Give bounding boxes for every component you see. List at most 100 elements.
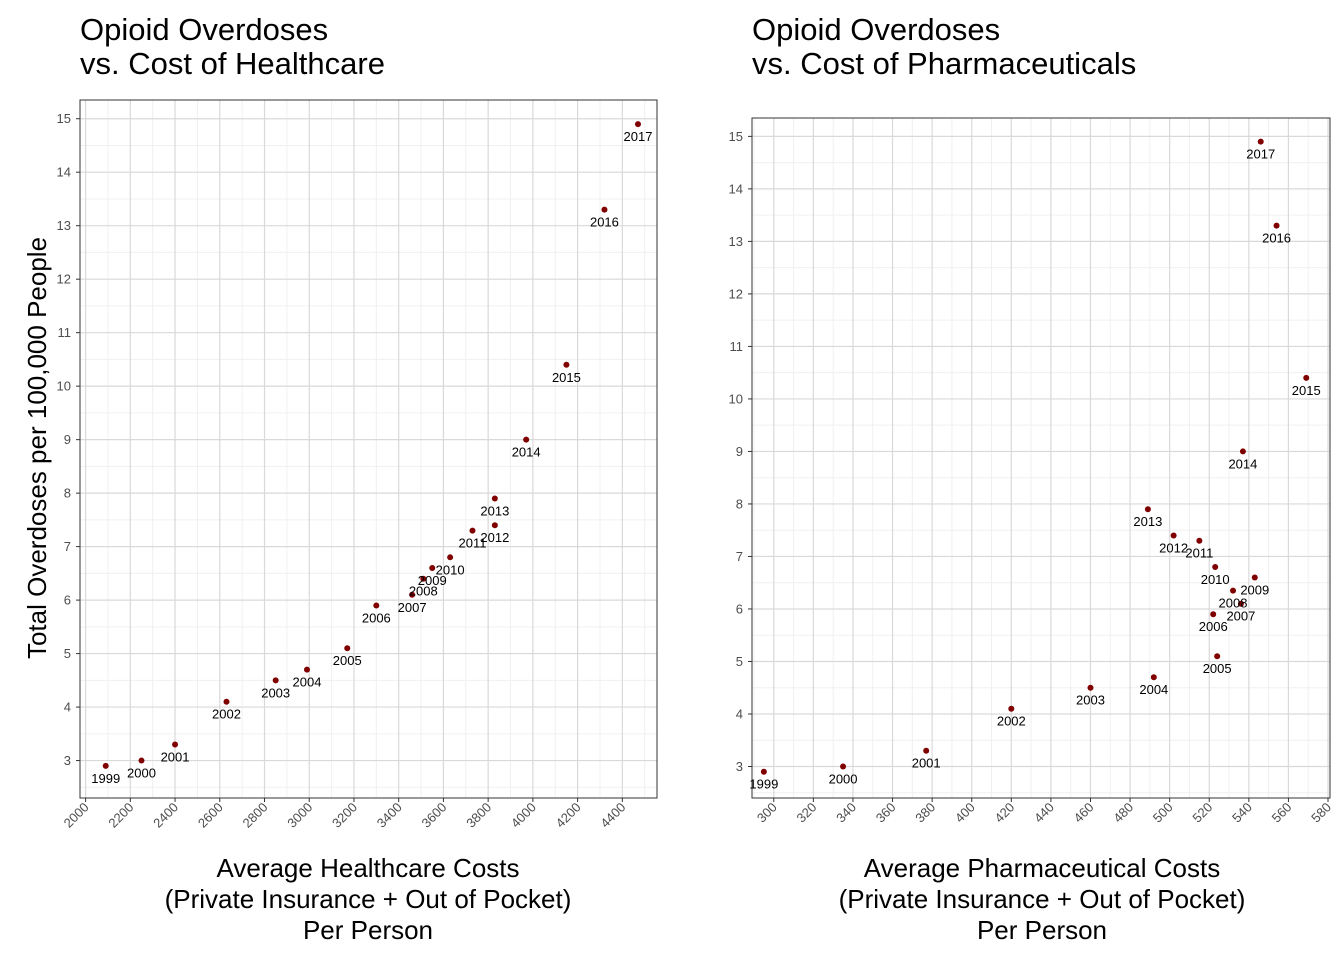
data-point-2007 xyxy=(409,591,416,598)
data-label-2015: 2015 xyxy=(552,370,581,385)
data-point-2008 xyxy=(420,575,427,582)
data-label-2007: 2007 xyxy=(1226,609,1255,624)
data-label-2005: 2005 xyxy=(1203,661,1232,676)
chart-title: Opioid Overdoses xyxy=(752,12,1000,47)
y-tick-label: 9 xyxy=(64,432,71,447)
x-tick-label: 320 xyxy=(794,800,820,826)
chart-title: Opioid Overdoses xyxy=(80,12,328,47)
y-tick-label: 13 xyxy=(729,234,743,249)
data-point-2007 xyxy=(1237,600,1244,607)
x-tick-label: 2800 xyxy=(240,800,271,831)
chart-title: vs. Cost of Pharmaceuticals xyxy=(752,46,1136,81)
x-tick-label: 360 xyxy=(873,800,899,826)
y-tick-label: 12 xyxy=(729,286,743,301)
y-tick-label: 8 xyxy=(736,496,743,511)
data-label-2007: 2007 xyxy=(398,600,427,615)
data-label-2017: 2017 xyxy=(1246,147,1275,162)
x-tick-label: 3600 xyxy=(418,800,449,831)
data-point-2009 xyxy=(429,565,436,572)
x-tick-label: 460 xyxy=(1071,800,1097,826)
data-point-2005 xyxy=(344,645,351,652)
y-tick-label: 4 xyxy=(736,706,743,721)
x-tick-label: 4400 xyxy=(597,800,628,831)
data-label-2012: 2012 xyxy=(480,530,509,545)
data-label-2008: 2008 xyxy=(1219,596,1248,611)
y-tick-label: 14 xyxy=(729,181,743,196)
data-label-2016: 2016 xyxy=(590,215,619,230)
data-point-2017 xyxy=(1257,138,1264,145)
data-label-2016: 2016 xyxy=(1262,231,1291,246)
data-point-1999 xyxy=(760,768,767,775)
data-point-2005 xyxy=(1214,653,1221,660)
y-tick-label: 6 xyxy=(64,593,71,608)
y-axis-label: Total Overdoses per 100,000 People xyxy=(22,237,52,659)
x-tick-label: 420 xyxy=(991,800,1017,826)
x-tick-label: 380 xyxy=(912,800,938,826)
y-tick-label: 13 xyxy=(57,218,71,233)
data-label-2001: 2001 xyxy=(161,750,190,765)
data-label-2000: 2000 xyxy=(829,771,858,786)
data-point-2000 xyxy=(138,757,145,764)
y-tick-label: 7 xyxy=(736,549,743,564)
data-point-2013 xyxy=(1144,506,1151,513)
y-tick-label: 14 xyxy=(57,165,71,180)
data-label-2008: 2008 xyxy=(409,584,438,599)
x-tick-label: 400 xyxy=(952,800,978,826)
data-point-2011 xyxy=(1196,537,1203,544)
y-tick-label: 10 xyxy=(57,379,71,394)
data-label-1999: 1999 xyxy=(91,771,120,786)
x-tick-label: 2000 xyxy=(61,800,92,831)
data-point-2010 xyxy=(447,554,454,561)
data-point-2004 xyxy=(1150,674,1157,681)
chart-title: vs. Cost of Healthcare xyxy=(80,46,385,81)
data-label-2001: 2001 xyxy=(912,756,941,771)
data-point-2016 xyxy=(601,206,608,213)
x-tick-label: 500 xyxy=(1150,800,1176,826)
x-tick-label: 440 xyxy=(1031,800,1057,826)
data-label-2012: 2012 xyxy=(1159,540,1188,555)
data-label-2005: 2005 xyxy=(333,653,362,668)
y-tick-label: 15 xyxy=(729,129,743,144)
data-label-2002: 2002 xyxy=(997,714,1026,729)
y-tick-label: 11 xyxy=(730,339,744,354)
data-point-2009 xyxy=(1251,574,1258,581)
data-point-2015 xyxy=(563,361,570,368)
data-label-2003: 2003 xyxy=(1076,693,1105,708)
data-label-2011: 2011 xyxy=(459,536,487,551)
y-tick-label: 11 xyxy=(58,325,72,340)
data-label-2013: 2013 xyxy=(1133,514,1162,529)
x-tick-label: 480 xyxy=(1110,800,1136,826)
grid xyxy=(752,118,1330,798)
data-label-2009: 2009 xyxy=(1240,582,1269,597)
data-point-2006 xyxy=(373,602,380,609)
x-tick-label: 300 xyxy=(754,800,780,826)
data-label-2013: 2013 xyxy=(480,503,509,518)
data-point-2002 xyxy=(1008,705,1015,712)
x-tick-label: 4000 xyxy=(508,800,539,831)
x-axis-label: Average Pharmaceutical Costs xyxy=(864,853,1220,883)
y-tick-label: 5 xyxy=(64,646,71,661)
x-axis-label: (Private Insurance + Out of Pocket) xyxy=(839,884,1246,914)
y-tick-label: 4 xyxy=(64,700,71,715)
y-tick-label: 5 xyxy=(736,654,743,669)
data-label-2002: 2002 xyxy=(212,707,241,722)
x-axis-label: Average Healthcare Costs xyxy=(216,853,519,883)
data-point-2003 xyxy=(1087,684,1094,691)
data-point-2016 xyxy=(1273,222,1280,229)
x-tick-label: 540 xyxy=(1229,800,1255,826)
y-tick-label: 3 xyxy=(64,753,71,768)
y-tick-label: 8 xyxy=(64,486,71,501)
data-point-2003 xyxy=(272,677,279,684)
y-tick-label: 3 xyxy=(736,759,743,774)
data-label-2015: 2015 xyxy=(1292,383,1321,398)
data-point-2012 xyxy=(491,522,498,529)
data-point-2002 xyxy=(223,698,230,705)
x-tick-label: 3800 xyxy=(463,800,494,831)
data-point-2006 xyxy=(1210,611,1217,618)
y-tick-label: 15 xyxy=(57,111,71,126)
x-tick-label: 560 xyxy=(1269,800,1295,826)
data-label-2003: 2003 xyxy=(261,685,290,700)
x-axis-label: Per Person xyxy=(303,915,433,945)
data-label-2017: 2017 xyxy=(624,129,653,144)
